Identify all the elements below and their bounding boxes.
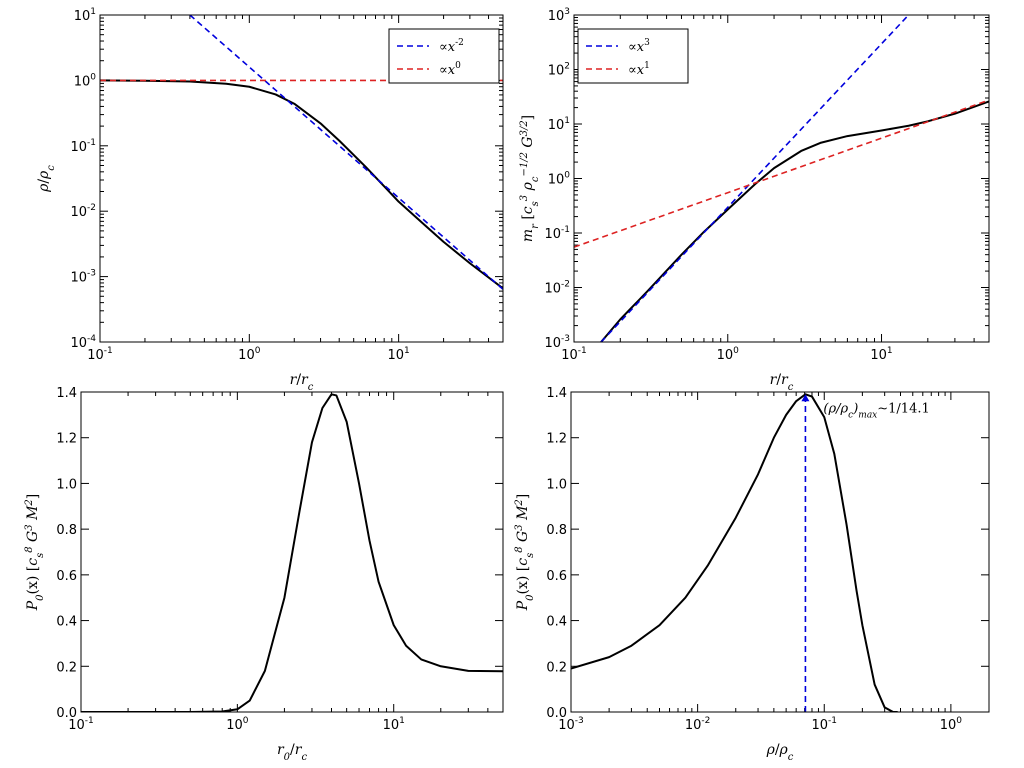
p3-x-axis-label: r0/rc [277, 742, 308, 763]
p2-y-tick-label: 10-1 [544, 225, 570, 242]
p1-y-axis-label: ρ/ρc [36, 165, 57, 193]
p2-legend-box [577, 28, 689, 84]
p1-axes-frame [99, 14, 504, 343]
p1-series-0 [100, 79, 503, 290]
p4-x-tick-label: 10-3 [558, 716, 584, 733]
p1-legend-entry: ∝x0 [439, 61, 461, 78]
p4-series-0 [571, 393, 898, 712]
p1-legend-box [388, 28, 500, 84]
p2-y-tick-label: 103 [548, 7, 570, 24]
p4-y-tick-label: 0.4 [546, 615, 567, 630]
p3-y-tick-label: 1.0 [56, 477, 77, 492]
p2-y-tick-label: 102 [548, 62, 570, 79]
p2-x-axis-label: r/rc [770, 372, 794, 393]
p1-y-tick-label: 10-1 [70, 138, 96, 155]
peak-arrowhead [801, 394, 810, 402]
peak-annotation: (ρ/ρc)max∼1/14.1 [823, 401, 929, 420]
p4-x-tick-label: 10-2 [685, 716, 711, 733]
p2-y-tick-label: 10-2 [544, 280, 570, 297]
p2-x-tick-label: 10-1 [561, 346, 587, 363]
p3-y-tick-label: 0.0 [56, 706, 77, 721]
p3-x-tick-label: 100 [226, 716, 249, 733]
p3-x-tick-label: 10-1 [68, 716, 94, 733]
p1-x-axis-label: r/rc [290, 372, 314, 393]
p4-y-tick-label: 1.0 [546, 477, 567, 492]
p3-series-0 [81, 393, 503, 712]
p2-x-tick-label: 101 [870, 346, 892, 363]
p3-axes-frame [80, 391, 504, 713]
p3-y-tick-label: 0.6 [56, 569, 77, 584]
p4-x-tick-label: 10-1 [811, 716, 837, 733]
p4-y-tick-label: 1.2 [546, 432, 567, 447]
p1-y-tick-label: 10-3 [70, 269, 96, 286]
p2-plot-area [574, 15, 989, 342]
p1-legend: ∝x-2 ∝x0 [388, 28, 500, 84]
p1-y-tick-label: 100 [74, 72, 97, 89]
p4-axes-frame [570, 391, 990, 713]
p1-y-tick-label: 10-4 [70, 334, 96, 351]
p1-y-tick-label: 10-2 [70, 203, 96, 220]
p3-y-axis-label: P0(x) [cs8 G3 M2] [24, 494, 46, 612]
p4-y-axis-label: P0(x) [cs8 G3 M2] [514, 494, 536, 612]
p1-x-tick-label: 100 [238, 346, 261, 363]
p2-y-tick-label: 101 [548, 116, 570, 133]
p3-panel: 10-1 100 101 0.0 0.2 0.4 0.6 0.8 1.0 1.2 1.4 r0/rc P… [24, 386, 504, 763]
p2-series-1 [600, 15, 910, 342]
p4-y-tick-label: 0.0 [546, 706, 567, 721]
p2-series-0 [600, 100, 989, 342]
p1-x-tick-label: 10-1 [87, 346, 113, 363]
p3-y-tick-label: 0.8 [56, 523, 77, 538]
p2-y-axis-label: mr [cs3 ρc−1/2 G3/2] [519, 115, 541, 242]
p2-legend-entry: ∝x3 [628, 38, 650, 55]
p3-plot-area [81, 393, 503, 712]
p2-axes-frame [573, 14, 990, 343]
p4-plot-area [571, 393, 898, 712]
p1-x-tick-label: 101 [387, 346, 409, 363]
p1-panel: 10-1 100 101 10-4 10-3 10-2 10-1 100 101 r/rc ρ/ρc… [36, 7, 504, 393]
p3-y-tick-label: 1.4 [56, 386, 77, 401]
p3-y-tick-label: 0.4 [56, 615, 77, 630]
p1-legend-entry: ∝x-2 [439, 38, 464, 55]
p3-y-tick-label: 1.2 [56, 432, 77, 447]
p2-x-tick-label: 100 [717, 346, 740, 363]
p2-y-tick-label: 100 [548, 171, 571, 188]
p4-y-tick-label: 0.8 [546, 523, 567, 538]
p1-y-tick-label: 101 [74, 7, 96, 24]
p2-panel: 10-1 100 101 10-3 10-2 10-1 100 101 102 103 r/rc mr… [519, 7, 990, 393]
p4-x-axis-label: ρ/ρc [766, 742, 794, 763]
p4-y-tick-label: 1.4 [546, 386, 567, 401]
p4-panel: 10-3 10-2 10-1 100 0.0 0.2 0.4 0.6 0.8 1.0 1.2 1.4 (… [514, 386, 990, 763]
p3-y-tick-label: 0.2 [56, 660, 77, 675]
p4-y-tick-label: 0.2 [546, 660, 567, 675]
p2-y-tick-label: 10-3 [544, 334, 570, 351]
p3-x-tick-label: 101 [383, 716, 405, 733]
p2-legend-entry: ∝x1 [628, 61, 650, 78]
p4-y-tick-label: 0.6 [546, 569, 567, 584]
p4-x-tick-label: 100 [940, 716, 963, 733]
p2-legend: ∝x3∝x1 [577, 28, 689, 84]
p2-series-2 [574, 99, 989, 248]
